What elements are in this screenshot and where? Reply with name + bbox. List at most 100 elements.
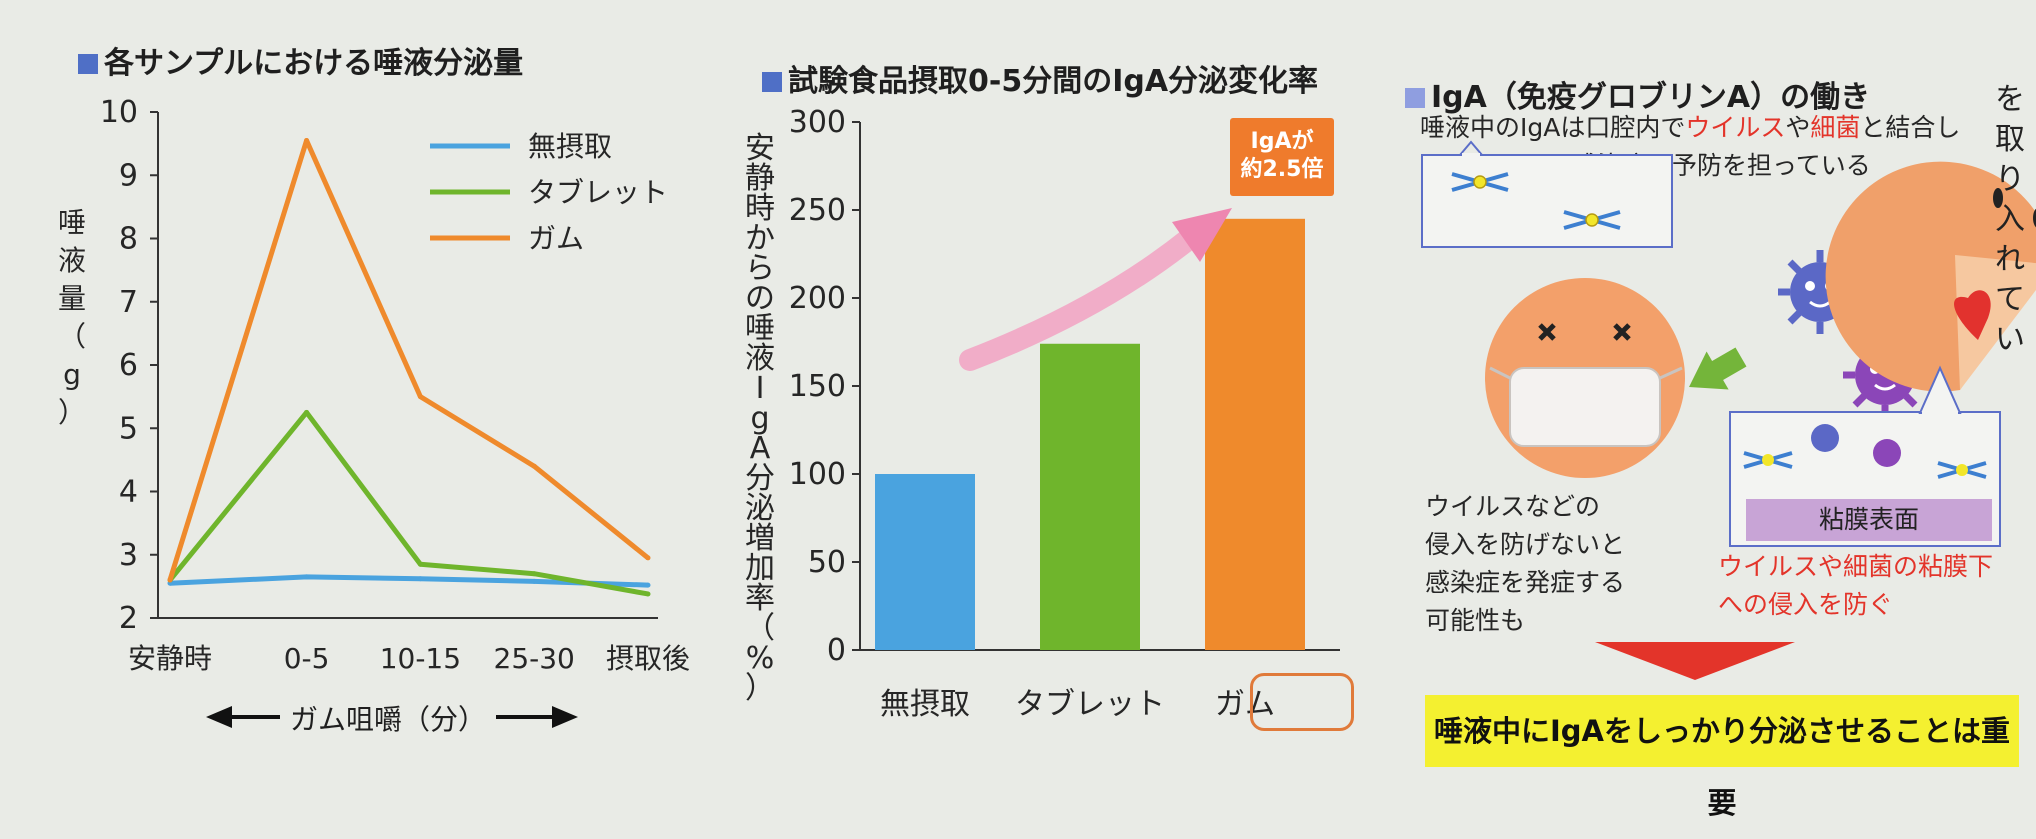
y-tick-label: 250 — [789, 193, 846, 228]
panel3-title: IgA（免疫グロブリンA）の働き — [1405, 72, 1870, 116]
green-arrow-left-icon — [1689, 347, 1747, 390]
data-point — [167, 577, 173, 583]
y-label-char: 静 — [745, 161, 775, 196]
x-tick-label: ガム — [1215, 687, 1275, 722]
immune-face-icon — [1825, 161, 2036, 392]
y-tick-label: 300 — [789, 105, 846, 140]
antibody-icon — [1743, 451, 1793, 469]
y-tick-label: 7 — [119, 285, 138, 320]
data-point — [417, 394, 423, 400]
gum-highlight-box — [1250, 673, 1354, 731]
bar-chart-axes: 0 50 100 150 200 250 300 — [789, 105, 1340, 668]
y-tick-label: 8 — [119, 222, 138, 257]
diagram-caption-line1: 唾液中のIgAは口腔内でウイルスや細菌と結合し — [1420, 113, 1961, 142]
y-label-char: g — [750, 401, 769, 436]
iga-annotation-badge: IgAが 約2.5倍 — [1230, 118, 1334, 196]
data-point — [417, 576, 423, 582]
virus-small-purple-icon — [1873, 439, 1901, 467]
x-tick-label: タブレット — [1015, 687, 1165, 722]
bar-ガム — [1205, 218, 1305, 651]
x-tick-label: 安静時 — [128, 642, 212, 675]
arrow-right-head — [552, 706, 578, 728]
x-axis-arrow: ガム咀嚼（分） — [206, 697, 578, 737]
y-label-char: 泌 — [745, 491, 775, 526]
data-point — [304, 574, 310, 580]
line-chart-ylabel: 唾液量 （ g ） — [58, 206, 86, 429]
data-point — [531, 571, 537, 577]
bar-タブレット — [1040, 343, 1140, 650]
mucosa-label: 粘膜表面 — [1746, 499, 1992, 541]
y-label-char: 率 — [745, 581, 775, 616]
x-axis-label: ガム咀嚼（分） — [290, 703, 486, 736]
y-tick-label: 50 — [808, 545, 846, 580]
antibody-icon — [1937, 461, 1987, 479]
arrow-body — [959, 227, 1201, 371]
data-point — [304, 409, 310, 415]
y-tick-label: 5 — [119, 411, 138, 446]
line-chart-series — [167, 137, 651, 597]
y-label-char: ら — [745, 251, 775, 286]
y-tick-label: 4 — [119, 475, 138, 510]
y-label-char: （ — [745, 611, 775, 646]
data-point — [531, 578, 537, 584]
virus-small-blue-icon — [1811, 424, 1839, 452]
antibody-icon — [1563, 210, 1621, 230]
title-square-icon — [78, 54, 98, 74]
y-label-char: I — [756, 371, 765, 406]
y-label-char: の — [745, 281, 775, 316]
y-label-char: （ — [58, 320, 86, 353]
y-label-char: ） — [58, 396, 86, 429]
data-point — [645, 591, 651, 597]
y-label-char: 唾 — [745, 311, 775, 346]
iga-diagram — [1421, 140, 2036, 680]
y-label-char: g — [63, 358, 81, 391]
arrow-label-bg — [280, 697, 496, 737]
title-square-icon — [1405, 88, 1425, 108]
x-tick-label: 0-5 — [284, 642, 330, 675]
iga-callout-box — [1421, 140, 1673, 248]
y-tick-label: 6 — [119, 348, 138, 383]
conclusion-banner: 唾液中にIgAをしっかり分泌させることは重要 — [1425, 695, 2019, 820]
x-tick-label: 10-15 — [380, 642, 461, 675]
down-arrow-icon — [1595, 642, 1795, 680]
y-label-char: 分 — [745, 461, 775, 496]
y-label-char: 加 — [745, 551, 775, 586]
y-label-char: 増 — [745, 521, 775, 556]
y-label-char: A — [750, 431, 771, 466]
y-label-char: ） — [745, 671, 775, 706]
x-tick-label: 25-30 — [494, 642, 575, 675]
data-point — [304, 137, 310, 143]
y-label-char: 液 — [745, 341, 775, 376]
y-tick-label: 150 — [789, 369, 846, 404]
heart-icon — [1954, 290, 1991, 340]
y-label-char: 時 — [745, 191, 775, 226]
line-chart: 2 3 4 5 6 7 8 9 10 安静時 0-5 10-15 25-30 摂取後 唾液量 （ g ） 無摂取… — [58, 95, 690, 737]
right-note: ウイルスや細菌の粘膜下 への侵入を防ぐ — [1718, 552, 1994, 619]
antibody-icon — [1451, 172, 1509, 192]
x-tick-label: 無摂取 — [880, 687, 970, 722]
bar-無摂取 — [875, 474, 975, 650]
side-text: を取り入れてい — [1995, 82, 2025, 357]
data-point — [417, 561, 423, 567]
panel2-title: 試験食品摂取0-5分間のIgA分泌変化率 — [762, 56, 1318, 100]
mask-icon — [1509, 367, 1661, 447]
sick-face-icon — [1485, 278, 1685, 478]
legend-label: 無摂取 — [528, 130, 612, 163]
data-point — [645, 555, 651, 561]
y-tick-label: 2 — [119, 601, 138, 636]
title-square-icon — [762, 72, 782, 92]
data-point — [531, 463, 537, 469]
legend-label: ガム — [528, 222, 584, 255]
data-point — [645, 582, 651, 588]
y-label-char: 量 — [58, 282, 86, 315]
y-label-char: 液 — [58, 244, 86, 277]
panel1-title: 各サンプルにおける唾液分泌量 — [78, 38, 523, 82]
x-tick-label: 摂取後 — [606, 642, 690, 675]
y-label-char: 安 — [745, 131, 775, 166]
y-tick-label: 0 — [827, 633, 846, 668]
y-tick-label: 10 — [100, 95, 138, 130]
